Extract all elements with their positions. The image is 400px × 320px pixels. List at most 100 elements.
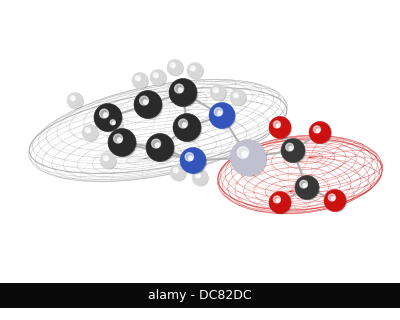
- Circle shape: [173, 168, 178, 173]
- Circle shape: [215, 90, 218, 92]
- Circle shape: [72, 98, 75, 100]
- Circle shape: [137, 93, 162, 119]
- Circle shape: [107, 116, 123, 132]
- Circle shape: [152, 139, 160, 148]
- Circle shape: [137, 78, 140, 80]
- Circle shape: [82, 124, 98, 140]
- Circle shape: [309, 122, 331, 143]
- Circle shape: [108, 129, 136, 156]
- Circle shape: [271, 119, 292, 139]
- Circle shape: [170, 164, 186, 180]
- Circle shape: [232, 91, 246, 106]
- Circle shape: [276, 124, 280, 127]
- Circle shape: [175, 170, 178, 172]
- Circle shape: [135, 76, 140, 81]
- Circle shape: [187, 62, 203, 78]
- Circle shape: [140, 96, 148, 105]
- Circle shape: [172, 81, 198, 107]
- Circle shape: [242, 152, 248, 157]
- Circle shape: [173, 114, 201, 141]
- Circle shape: [105, 158, 108, 160]
- Circle shape: [84, 126, 98, 141]
- Circle shape: [175, 84, 184, 93]
- Circle shape: [134, 91, 162, 118]
- Circle shape: [233, 93, 238, 98]
- Circle shape: [286, 143, 294, 151]
- Circle shape: [109, 118, 123, 133]
- Circle shape: [213, 88, 218, 93]
- Circle shape: [180, 148, 206, 173]
- Circle shape: [218, 111, 222, 115]
- Circle shape: [297, 178, 320, 200]
- Circle shape: [212, 105, 236, 129]
- Circle shape: [276, 199, 280, 202]
- Circle shape: [283, 141, 306, 163]
- Circle shape: [100, 109, 108, 118]
- Circle shape: [289, 147, 293, 150]
- Circle shape: [195, 173, 200, 178]
- Circle shape: [192, 170, 208, 186]
- Circle shape: [179, 119, 188, 128]
- Circle shape: [103, 156, 108, 161]
- Circle shape: [324, 189, 346, 212]
- Circle shape: [326, 192, 346, 212]
- Circle shape: [110, 120, 115, 125]
- Circle shape: [271, 194, 292, 214]
- Circle shape: [328, 194, 336, 201]
- Circle shape: [234, 143, 267, 176]
- Bar: [0, 283, 400, 308]
- Circle shape: [149, 136, 174, 162]
- Circle shape: [85, 128, 90, 133]
- Circle shape: [114, 134, 122, 143]
- Circle shape: [134, 74, 148, 89]
- Circle shape: [152, 71, 166, 86]
- Circle shape: [69, 94, 83, 109]
- Circle shape: [155, 75, 158, 77]
- Circle shape: [209, 102, 235, 129]
- Circle shape: [331, 197, 335, 200]
- Circle shape: [214, 108, 222, 116]
- Circle shape: [169, 61, 183, 76]
- Circle shape: [155, 143, 160, 147]
- Circle shape: [274, 121, 280, 128]
- Circle shape: [146, 133, 174, 162]
- Circle shape: [189, 156, 193, 160]
- Circle shape: [112, 122, 115, 124]
- Circle shape: [197, 175, 200, 177]
- Circle shape: [167, 60, 183, 76]
- Circle shape: [314, 126, 320, 133]
- Circle shape: [194, 171, 208, 186]
- Circle shape: [100, 153, 116, 169]
- Circle shape: [97, 106, 122, 132]
- Circle shape: [185, 153, 194, 161]
- Circle shape: [70, 96, 75, 101]
- Circle shape: [153, 73, 158, 78]
- Circle shape: [182, 150, 206, 174]
- Circle shape: [212, 86, 226, 101]
- Circle shape: [210, 84, 226, 100]
- Circle shape: [192, 68, 195, 70]
- Circle shape: [316, 129, 320, 132]
- Circle shape: [281, 139, 305, 163]
- Circle shape: [103, 113, 108, 117]
- Circle shape: [102, 154, 116, 169]
- Circle shape: [172, 65, 175, 67]
- Circle shape: [117, 138, 122, 142]
- Circle shape: [230, 90, 246, 106]
- Text: alamy - DC82DC: alamy - DC82DC: [148, 289, 252, 301]
- Circle shape: [269, 191, 291, 213]
- Circle shape: [111, 131, 136, 157]
- Circle shape: [170, 63, 175, 68]
- Circle shape: [169, 78, 197, 107]
- Circle shape: [230, 140, 266, 175]
- Circle shape: [300, 180, 308, 188]
- Circle shape: [132, 73, 148, 89]
- Circle shape: [311, 124, 332, 144]
- Circle shape: [94, 103, 122, 132]
- Circle shape: [87, 130, 90, 132]
- Circle shape: [176, 116, 202, 142]
- Circle shape: [274, 196, 280, 203]
- Circle shape: [190, 66, 195, 71]
- Circle shape: [143, 100, 148, 104]
- Circle shape: [178, 88, 182, 92]
